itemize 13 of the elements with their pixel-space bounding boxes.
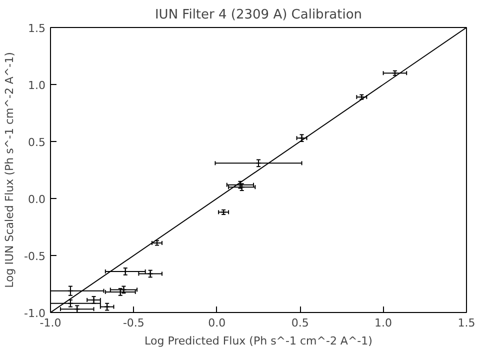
x-axis-title: Log Predicted Flux (Ph s^-1 cm^-2 A^-1) (144, 334, 372, 348)
y-axis-title: Log IUN Scaled Flux (Ph s^-1 cm^-2 A^-1) (3, 52, 16, 288)
x-tick-label: 1.0 (374, 316, 392, 330)
y-tick-label: 1.5 (28, 22, 46, 35)
y-tick-label: 0.0 (28, 193, 46, 206)
y-tick-label: 0.5 (28, 136, 46, 149)
y-tick-label: -0.5 (24, 250, 46, 263)
x-tick-label: 1.5 (458, 316, 476, 330)
x-tick-label: 0.5 (291, 316, 309, 330)
chart-title: IUN Filter 4 (2309 A) Calibration (154, 8, 362, 22)
y-tick-label: 1.0 (28, 79, 46, 92)
x-tick-label: 0.0 (208, 316, 226, 330)
x-tick-label: -0.5 (122, 316, 144, 330)
